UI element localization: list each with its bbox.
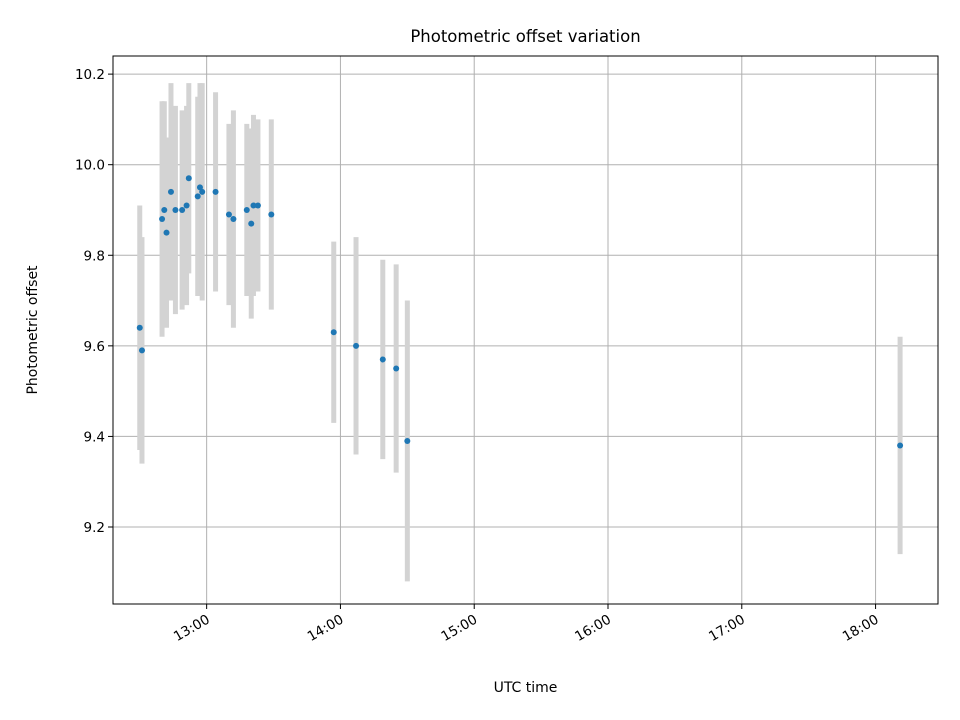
y-axis-ticks: 9.2 9.4 9.6 9.8 10.0 10.2: [75, 67, 113, 536]
plot-area-frame: [112, 55, 939, 605]
data-point: [136, 324, 143, 331]
data-point: [353, 342, 360, 349]
data-point: [185, 175, 192, 182]
data-point: [248, 220, 255, 227]
data-point: [250, 202, 257, 209]
data-point: [897, 442, 904, 449]
x-axis-title: UTC time: [494, 680, 558, 696]
y-tick-label: 9.4: [84, 429, 105, 445]
grid-lines: [113, 56, 938, 604]
data-point: [212, 188, 219, 195]
y-tick-label: 9.2: [84, 520, 105, 536]
data-point: [194, 193, 201, 200]
data-point: [268, 211, 275, 218]
data-point: [404, 437, 411, 444]
y-tick-label: 9.6: [84, 339, 105, 355]
y-tick-label: 10.2: [75, 67, 105, 83]
data-point: [161, 206, 168, 213]
data-point: [196, 184, 203, 191]
data-point: [179, 206, 186, 213]
data-point: [167, 188, 174, 195]
data-point: [163, 229, 170, 236]
data-points: [136, 175, 904, 449]
data-point: [159, 216, 166, 223]
data-point: [138, 347, 145, 354]
data-point: [199, 188, 206, 195]
data-point: [225, 211, 232, 218]
data-point: [183, 202, 190, 209]
y-tick-label: 10.0: [75, 158, 105, 174]
chart-title: Photometric offset variation: [410, 27, 640, 46]
y-axis-title: Photometric offset: [25, 265, 41, 395]
y-tick-label: 9.8: [84, 248, 105, 264]
data-point: [393, 365, 400, 372]
data-point: [254, 202, 261, 209]
data-point: [330, 329, 337, 336]
data-point: [379, 356, 386, 363]
data-point: [243, 206, 250, 213]
data-point: [172, 206, 179, 213]
data-point: [230, 216, 237, 223]
